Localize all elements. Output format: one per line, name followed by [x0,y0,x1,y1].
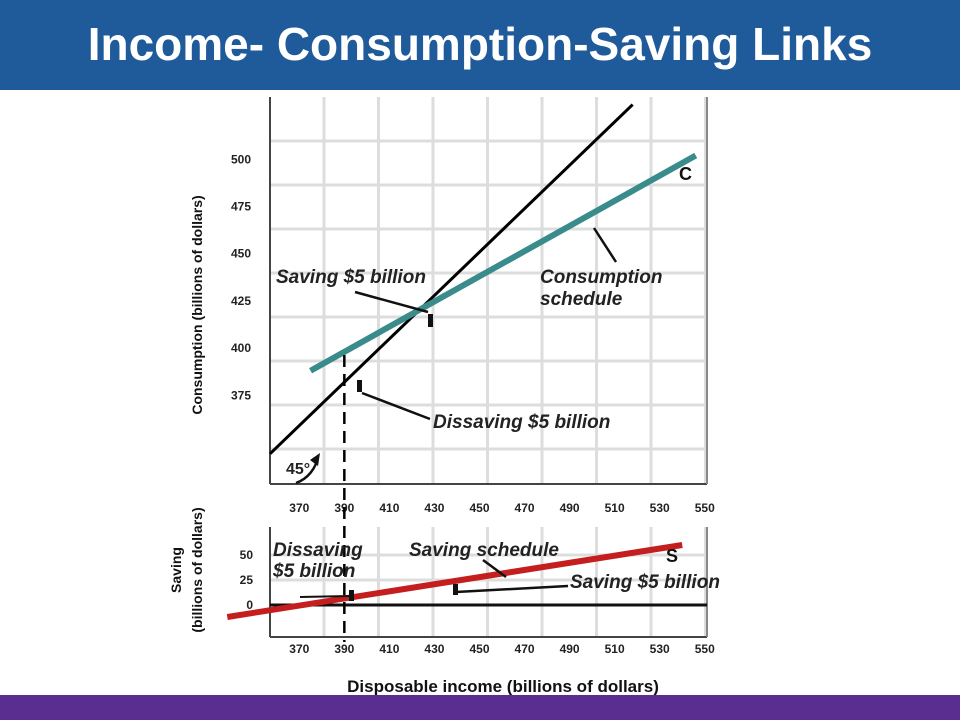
dissaving-gap-marker-top [357,380,362,392]
x-tick-label: 390 [334,642,354,656]
x-tick-label: 430 [424,642,444,656]
x-tick-label: 430 [424,501,444,515]
y-tick-label: 50 [240,548,254,562]
reference-45-degree-line [268,103,634,455]
y-tick-label: 475 [231,199,251,213]
footer-bar [0,695,960,720]
consumption-axis-title: Consumption (billions of dollars) [189,195,205,414]
consumption-axes [269,97,708,485]
x-tick-label: 450 [469,642,489,656]
x-tick-label: 370 [289,642,309,656]
saving-annotation-top: Saving $5 billion [276,267,426,288]
saving-gap-marker-top [428,314,433,327]
x-tick-label: 410 [379,642,399,656]
y-tick-label: 0 [246,598,253,612]
saving-pointer-bottom [455,584,569,594]
consumption-schedule-label-1: Consumption [540,267,662,288]
saving-annotation-bottom: Saving $5 billion [570,572,720,593]
saving-axes [269,527,708,638]
angle-label: 45° [286,461,310,478]
saving-axis-title-line2: (billions of dollars) [189,507,205,632]
y-tick-label: 450 [231,247,251,261]
x-tick-label: 470 [515,501,535,515]
dissaving-annotation-bottom-1: Dissaving [273,540,363,561]
saving-gap-marker-bottom [453,584,458,595]
x-tick-label: 470 [515,642,535,656]
saving-pointer-top [354,290,429,314]
saving-schedule-line [226,542,683,620]
dissaving-annotation-bottom-2: $5 billion [272,561,355,582]
series-lines [226,103,698,642]
x-tick-label: 490 [560,642,580,656]
saving-ticks: 370 390 410 430 450 470 490 510 530 550 0 25 50 [240,548,715,656]
consumption-series-label: C [679,164,692,184]
dissaving-pointer-bottom [299,595,351,598]
title-bar: Income- Consumption-Saving Links [0,0,960,90]
annotations [295,227,618,601]
x-tick-label: 550 [695,501,715,515]
y-tick-label: 25 [240,573,254,587]
x-tick-label: 510 [605,642,625,656]
angle-arrowhead [310,453,320,466]
y-tick-label: 400 [231,341,251,355]
x-tick-label: 490 [560,501,580,515]
dissaving-gap-marker-bottom [349,590,354,601]
y-tick-label: 500 [231,152,251,166]
dissaving-annotation-top: Dissaving $5 billion [433,412,610,433]
x-tick-label: 370 [289,501,309,515]
slide-title: Income- Consumption-Saving Links [87,18,873,70]
saving-axis-title-line1: Saving [168,547,184,593]
x-tick-label: 530 [650,642,670,656]
consumption-schedule-line [309,152,698,374]
consumption-schedule-pointer [592,227,618,263]
consumption-schedule-label-2: schedule [540,289,623,310]
x-tick-label: 410 [379,501,399,515]
x-tick-label: 450 [469,501,489,515]
y-tick-label: 425 [231,294,251,308]
x-tick-label: 510 [605,501,625,515]
saving-series-label: S [666,546,678,566]
saving-schedule-label: Saving schedule [409,540,559,561]
x-axis-title: Disposable income (billions of dollars) [347,677,659,696]
dissaving-pointer-top [361,391,431,421]
x-tick-label: 530 [650,501,670,515]
saving-schedule-pointer [482,558,507,579]
y-tick-label: 375 [231,388,251,402]
x-tick-label: 550 [695,642,715,656]
